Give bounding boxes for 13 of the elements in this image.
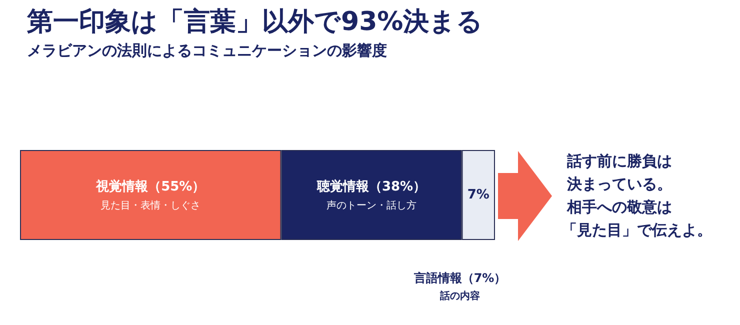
series-label: 聴覚情報（38%） — [316, 178, 426, 194]
text: 言語情報（7%） — [412, 270, 508, 287]
text: 相手への敬意は — [567, 198, 672, 217]
data-label: 7% — [467, 188, 490, 202]
text: 話の内容 — [439, 289, 481, 303]
data-label: 声のトーン・話し方 — [326, 200, 416, 212]
data-label: 見た目・表情・しぐさ — [100, 200, 201, 212]
chart-title: 第一印象は「言葉」以外で93%決まる — [26, 7, 484, 37]
text: 「見た目」で伝えよ。 — [562, 221, 712, 240]
series-label: 視覚情報（55%） — [95, 178, 206, 194]
text: 話す前に勝負は — [567, 152, 672, 171]
text: 決まっている。 — [567, 175, 672, 194]
chart-subtitle: メラビアンの法則によるコミュニケーションの影響度 — [27, 42, 387, 60]
